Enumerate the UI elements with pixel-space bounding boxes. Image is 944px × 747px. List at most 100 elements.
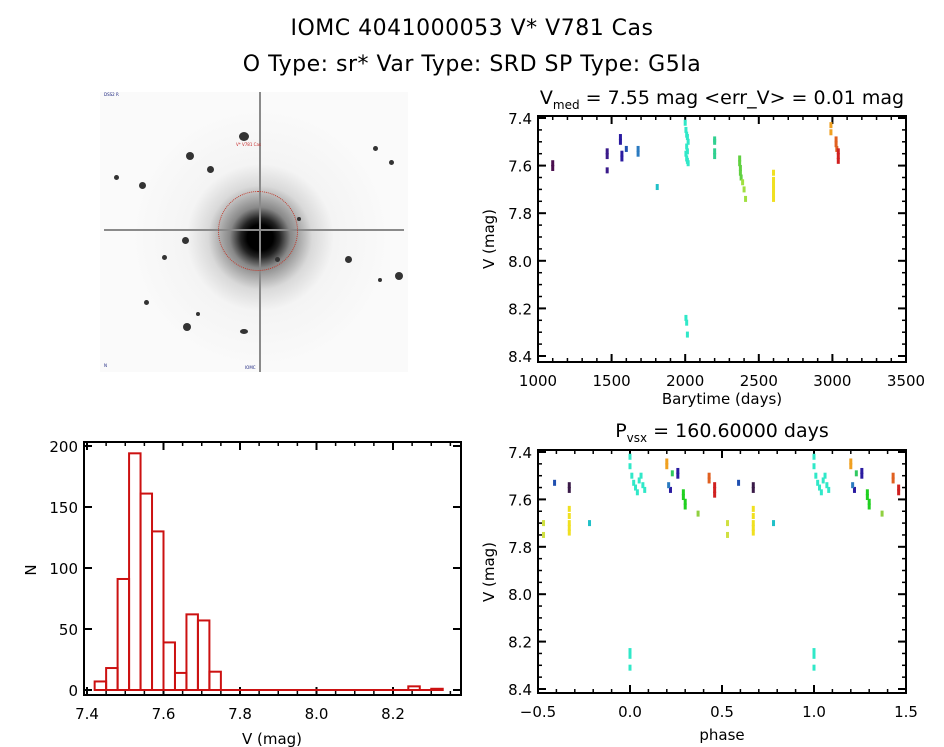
lightcurve-point xyxy=(605,148,609,155)
phased-point xyxy=(634,484,638,491)
lightcurve-point xyxy=(624,145,628,152)
phased-ytick-label: 8.2 xyxy=(508,634,532,652)
phased-point xyxy=(567,520,571,527)
phased-ytick-label: 7.8 xyxy=(508,539,532,557)
histogram-xtick-label: 8.2 xyxy=(381,705,405,723)
histogram-xlabel: V (mag) xyxy=(242,730,302,747)
phased-xtick-label: −0.5 xyxy=(520,703,556,721)
phased-point xyxy=(676,467,680,474)
histogram-bar xyxy=(430,687,444,692)
phased-point xyxy=(751,529,755,536)
phased-title-sub: vsx xyxy=(627,431,647,445)
lightcurve-xtick-label: 2500 xyxy=(740,372,778,390)
phased-ytick-label: 8.4 xyxy=(508,681,532,699)
lightcurve-ytick-label: 8.0 xyxy=(508,253,532,271)
phased-point xyxy=(641,482,645,489)
phased-point xyxy=(713,491,717,498)
main-title: IOMC 4041000053 V* V781 Cas xyxy=(290,16,654,41)
phased-point xyxy=(865,489,869,496)
phased-point xyxy=(665,458,669,465)
field-star xyxy=(297,217,301,221)
lightcurve-point xyxy=(836,148,840,155)
lightcurve-xtick-label: 3000 xyxy=(813,372,851,390)
phased-xlabel: phase xyxy=(699,726,744,744)
lightcurve-title: Vmed = 7.55 mag <err_V> = 0.01 mag xyxy=(540,87,904,112)
phased-point xyxy=(812,463,816,470)
field-star xyxy=(378,278,382,282)
phased-point xyxy=(880,510,884,517)
lightcurve-point xyxy=(834,136,838,143)
lightcurve-point xyxy=(655,184,659,191)
phased-point xyxy=(567,505,571,512)
phased-xtick-label: 0.0 xyxy=(618,703,642,721)
phased-point xyxy=(628,664,632,671)
phased-point xyxy=(823,472,827,479)
lightcurve-point xyxy=(836,153,840,160)
lightcurve-point xyxy=(620,155,624,162)
phased-point xyxy=(812,648,816,655)
field-star xyxy=(196,312,200,316)
lightcurve-point xyxy=(551,164,555,171)
lightcurve-point xyxy=(685,134,689,141)
histogram-xtick-label: 8.0 xyxy=(305,705,329,723)
lightcurve-point xyxy=(686,160,690,167)
lightcurve-point xyxy=(829,122,833,129)
phased-point xyxy=(567,486,571,493)
phased-point xyxy=(814,472,818,479)
phased-point xyxy=(849,463,853,470)
phased-point xyxy=(707,477,711,484)
field-star xyxy=(275,257,280,262)
lightcurve-xtick-label: 1500 xyxy=(593,372,631,390)
lightcurve-point xyxy=(683,119,687,126)
phased-ytick-label: 7.6 xyxy=(508,491,532,509)
phased-point xyxy=(553,479,557,486)
phased-point xyxy=(681,489,685,496)
lightcurve-point xyxy=(713,148,717,155)
phased-point xyxy=(628,648,632,655)
finder-survey-label: DSS2 R xyxy=(104,92,119,97)
field-star xyxy=(144,300,149,305)
phased-ytick-label: 7.4 xyxy=(508,444,532,462)
lightcurve-ytick-label: 8.4 xyxy=(508,348,532,366)
phased-point xyxy=(897,484,901,491)
phased-title: Pvsx = 160.60000 days xyxy=(615,420,829,445)
phased-point xyxy=(639,472,643,479)
histogram-xtick-label: 7.8 xyxy=(228,705,252,723)
phased-point xyxy=(635,489,639,496)
lightcurve-point xyxy=(618,134,622,141)
phased-frame xyxy=(537,449,907,694)
phased-point xyxy=(567,482,571,489)
histogram-bar xyxy=(208,670,222,692)
aperture-circle xyxy=(218,191,298,271)
lightcurve-title-rest: = 7.55 mag <err_V> = 0.01 mag xyxy=(580,87,904,109)
lightcurve-xtick-label: 3500 xyxy=(887,372,925,390)
lightcurve-point xyxy=(713,153,717,160)
lightcurve-point xyxy=(551,160,555,167)
histogram-xtick-label: 7.6 xyxy=(152,705,176,723)
phased-point xyxy=(812,652,816,659)
phased-point xyxy=(696,510,700,517)
lightcurve-point xyxy=(636,150,640,157)
histogram-ytick-label: 200 xyxy=(49,438,78,456)
lightcurve-point xyxy=(744,195,748,202)
lightcurve-point xyxy=(836,157,840,164)
lightcurve-point xyxy=(620,150,624,157)
lightcurve-point xyxy=(618,138,622,145)
finder-target-label: V* V781 Cas xyxy=(236,142,261,147)
lightcurve-title-sub: med xyxy=(553,98,580,112)
phased-point xyxy=(567,512,571,519)
phased-point xyxy=(726,520,730,527)
lightcurve-point xyxy=(713,138,717,145)
phased-point xyxy=(849,458,853,465)
phased-point xyxy=(751,524,755,531)
phased-point xyxy=(542,531,546,538)
lightcurve-point xyxy=(605,153,609,160)
field-star xyxy=(395,272,403,280)
phased-xtick-label: 0.5 xyxy=(710,703,734,721)
phased-point xyxy=(852,486,856,493)
field-star xyxy=(186,152,194,160)
phased-ytick-label: 8.0 xyxy=(508,586,532,604)
